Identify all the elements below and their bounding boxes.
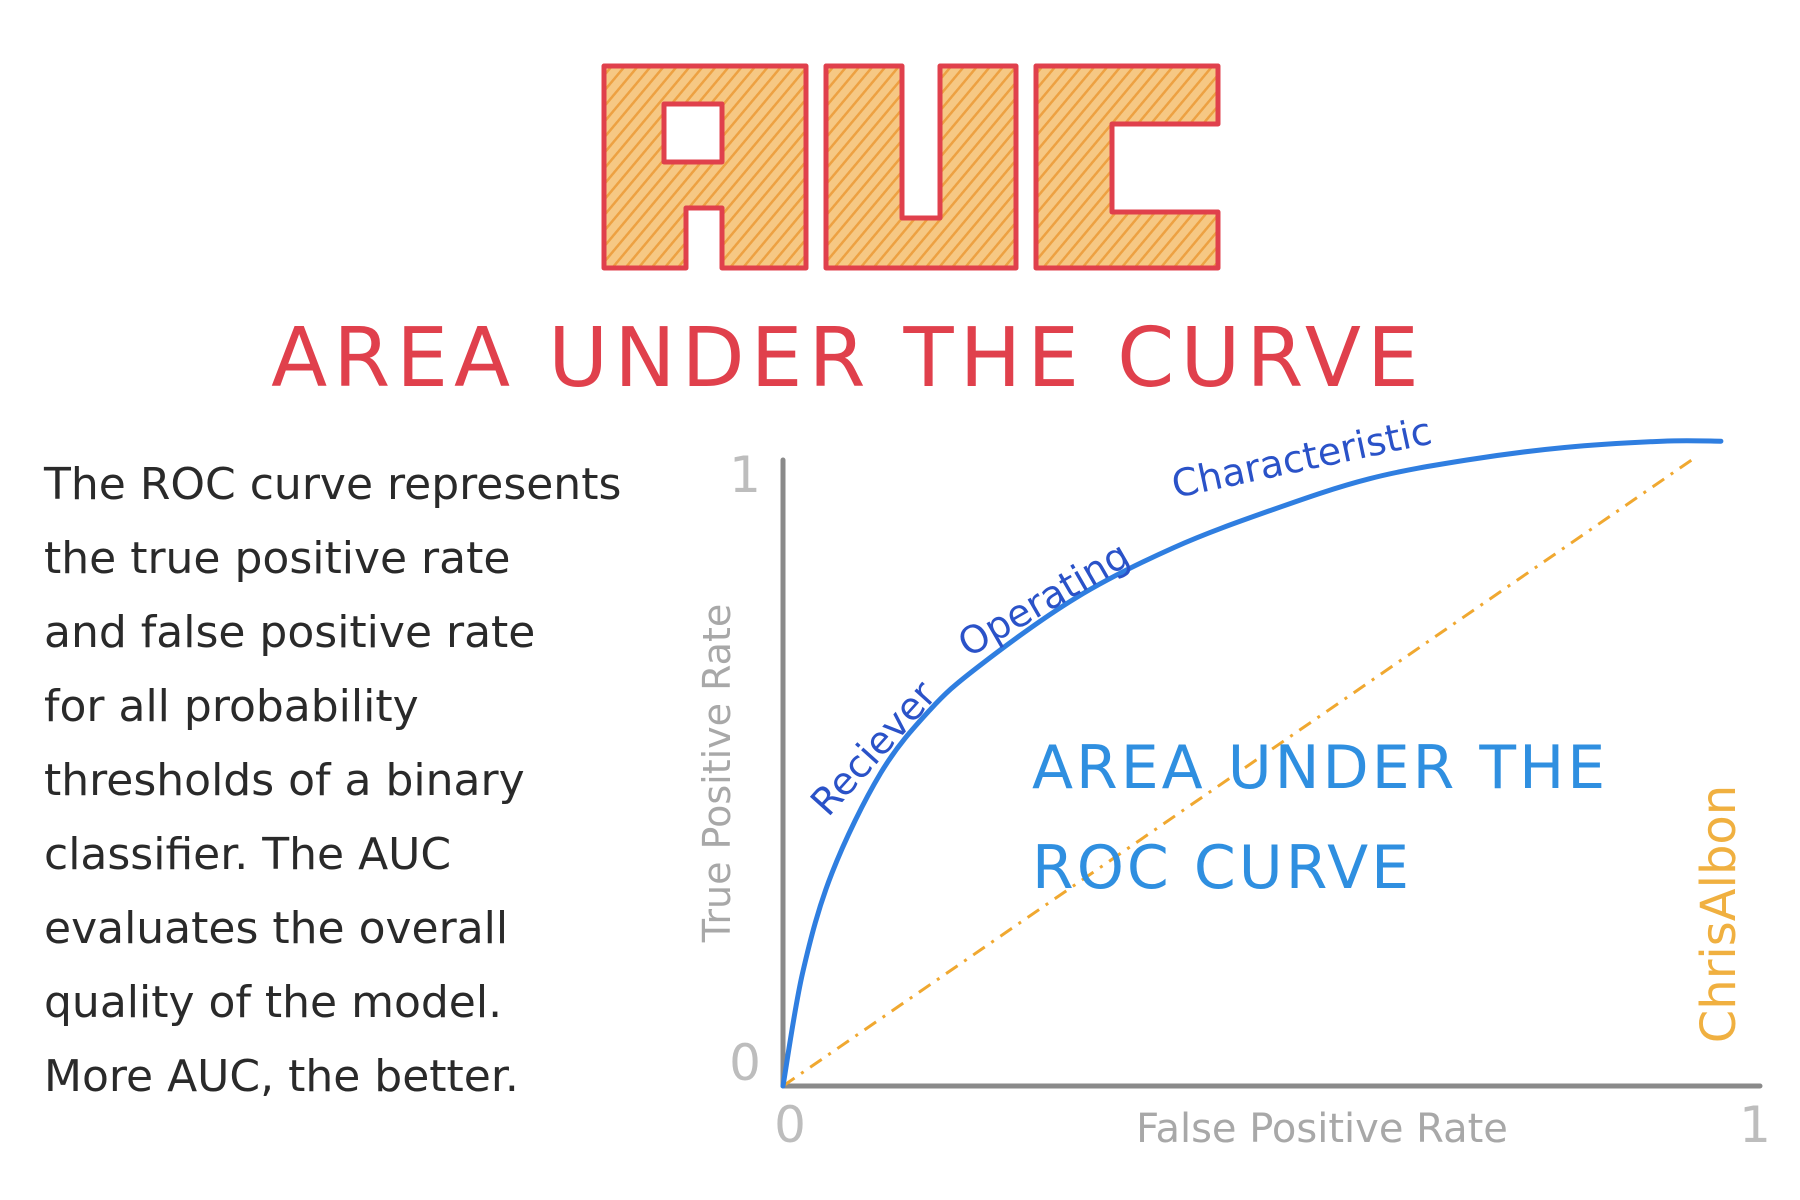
area-label-line1: AREA UNDER THE xyxy=(1032,733,1608,803)
curve-label-reciever: Reciever xyxy=(802,672,945,824)
description-line: quality of the model. xyxy=(44,977,503,1028)
chart-axes xyxy=(780,457,1763,1089)
curve-label-operating: Operating xyxy=(951,533,1138,666)
x-tick-high: 1 xyxy=(1739,1096,1771,1154)
description-line: evaluates the overall xyxy=(44,903,509,954)
logo-letter-a xyxy=(601,63,809,271)
description-line: and false positive rate xyxy=(44,607,536,658)
y-axis-label: True Positive Rate xyxy=(695,604,739,944)
area-label-line2: ROC CURVE xyxy=(1032,833,1412,903)
curve-label-characteristic: Characteristic xyxy=(1168,409,1436,507)
logo-letter-c xyxy=(1033,63,1221,271)
x-axis-label: False Positive Rate xyxy=(1136,1106,1508,1152)
description-line: More AUC, the better. xyxy=(44,1051,519,1102)
description-line: The ROC curve represents xyxy=(44,459,622,510)
x-tick-low: 0 xyxy=(774,1096,806,1154)
diagonal-line xyxy=(782,458,1693,1088)
auc-logo xyxy=(601,63,1221,271)
description-line: for all probability xyxy=(44,681,419,732)
description-text: The ROC curve represents the true positi… xyxy=(44,448,684,1114)
signature: ChrisAlbon xyxy=(1691,785,1747,1043)
description-line: thresholds of a binary xyxy=(44,755,525,806)
description-line: the true positive rate xyxy=(44,533,511,584)
description-line: classifier. The AUC xyxy=(44,829,452,880)
y-tick-low: 0 xyxy=(729,1034,761,1092)
y-tick-high: 1 xyxy=(729,446,761,504)
roc-curve xyxy=(780,438,1724,1089)
logo-letter-u xyxy=(823,63,1019,271)
subtitle: AREA UNDER THE CURVE xyxy=(271,311,1425,406)
